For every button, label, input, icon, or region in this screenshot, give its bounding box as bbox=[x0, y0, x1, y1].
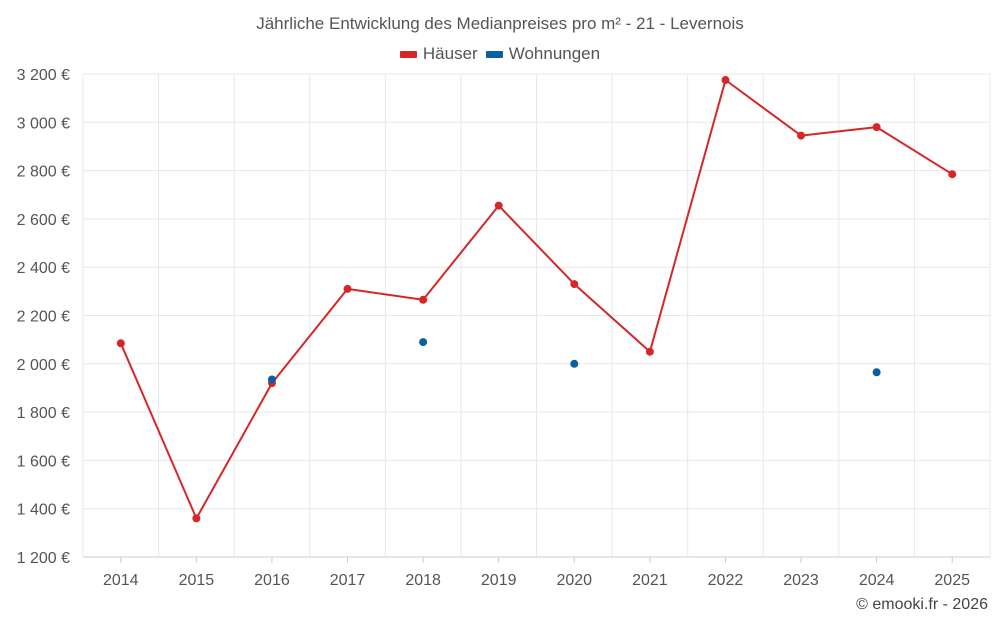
y-tick-label: 1 200 € bbox=[17, 550, 70, 567]
data-point-houses bbox=[797, 131, 806, 140]
data-point-houses bbox=[343, 284, 352, 293]
y-tick-label: 1 400 € bbox=[17, 502, 70, 519]
data-point-apartments bbox=[419, 338, 428, 347]
legend-swatch-houses bbox=[399, 50, 417, 58]
data-point-apartments bbox=[570, 359, 579, 368]
x-tick-label: 2023 bbox=[783, 572, 819, 589]
data-point-houses bbox=[645, 347, 654, 356]
chart-legend: Häuser Wohnungen bbox=[0, 44, 1000, 64]
x-tick-label: 2016 bbox=[254, 572, 290, 589]
x-tick-label: 2025 bbox=[934, 572, 970, 589]
x-tick-label: 2024 bbox=[859, 572, 895, 589]
legend-label-apartments: Wohnungen bbox=[508, 44, 601, 63]
chart-title: Jährliche Entwicklung des Medianpreises … bbox=[256, 14, 744, 33]
x-tick-label: 2019 bbox=[481, 572, 517, 589]
x-tick-label: 2022 bbox=[708, 572, 744, 589]
legend-item-houses[interactable]: Häuser bbox=[399, 44, 478, 64]
x-tick-label: 2018 bbox=[405, 572, 441, 589]
x-tick-label: 2017 bbox=[330, 572, 366, 589]
y-tick-label: 2 400 € bbox=[17, 260, 70, 277]
data-point-apartments bbox=[872, 368, 881, 377]
y-tick-label: 3 000 € bbox=[17, 115, 70, 132]
data-point-houses bbox=[192, 514, 201, 523]
x-tick-label: 2014 bbox=[103, 572, 139, 589]
y-tick-label: 1 800 € bbox=[17, 405, 70, 422]
y-tick-label: 2 000 € bbox=[17, 357, 70, 374]
y-tick-label: 2 600 € bbox=[17, 212, 70, 229]
data-point-apartments bbox=[267, 375, 276, 384]
y-tick-label: 2 800 € bbox=[17, 164, 70, 181]
legend-swatch-apartments bbox=[485, 50, 503, 58]
y-tick-label: 1 600 € bbox=[17, 453, 70, 470]
data-point-houses bbox=[948, 170, 957, 179]
legend-label-houses: Häuser bbox=[422, 44, 478, 63]
data-point-houses bbox=[721, 76, 730, 85]
data-point-houses bbox=[570, 280, 579, 289]
series-line-houses bbox=[119, 79, 953, 520]
x-tick-label: 2021 bbox=[632, 572, 668, 589]
y-tick-label: 3 200 € bbox=[17, 67, 70, 84]
data-point-houses bbox=[419, 295, 428, 304]
y-tick-label: 2 200 € bbox=[17, 309, 70, 326]
data-point-houses bbox=[116, 339, 125, 348]
x-tick-label: 2015 bbox=[179, 572, 215, 589]
data-point-houses bbox=[872, 123, 881, 132]
data-point-houses bbox=[494, 201, 503, 210]
x-tick-label: 2020 bbox=[556, 572, 592, 589]
legend-item-apartments[interactable]: Wohnungen bbox=[485, 44, 601, 64]
copyright-credit: © emooki.fr - 2026 bbox=[856, 596, 988, 613]
